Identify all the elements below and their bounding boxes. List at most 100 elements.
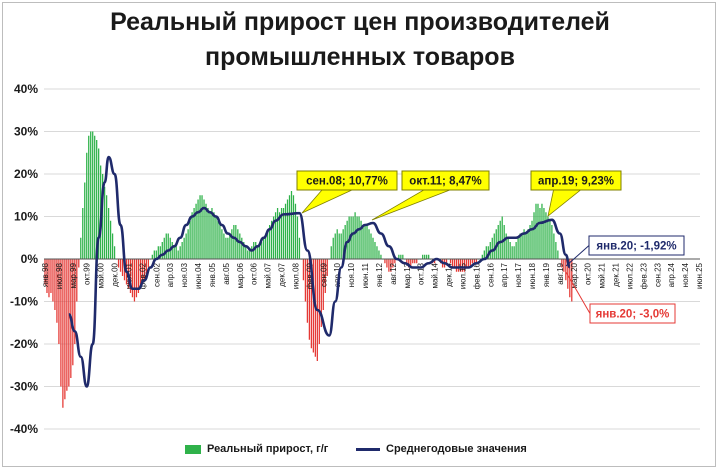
- bar: [82, 208, 84, 259]
- bar: [215, 216, 217, 259]
- bar: [515, 242, 517, 259]
- x-tick-label: июн.25: [695, 262, 704, 289]
- bar: [272, 216, 275, 259]
- bar: [340, 233, 342, 259]
- bar: [298, 237, 301, 259]
- bar: [84, 182, 86, 259]
- bar: [247, 250, 249, 259]
- bar: [330, 246, 332, 259]
- bar: [352, 216, 354, 259]
- x-tick-label: ноя.10: [347, 262, 356, 287]
- bar: [282, 208, 285, 259]
- bar: [342, 229, 344, 259]
- bar: [255, 242, 257, 259]
- bar: [223, 233, 225, 259]
- bar: [332, 237, 334, 259]
- bar: [109, 220, 112, 259]
- bar: [78, 259, 80, 268]
- bar: [119, 259, 122, 272]
- x-tick-label: июл.15: [458, 262, 467, 289]
- bar: [511, 246, 513, 259]
- bar: [46, 259, 48, 293]
- y-tick-label: -10%: [10, 295, 38, 309]
- bar: [177, 250, 179, 259]
- bar: [481, 254, 483, 259]
- bar: [48, 259, 50, 298]
- bar: [268, 225, 271, 259]
- bar: [386, 259, 388, 268]
- x-tick-label: апр.03: [166, 262, 175, 287]
- bar: [555, 242, 557, 259]
- bar: [509, 242, 511, 259]
- bar: [571, 259, 573, 302]
- bar: [426, 254, 428, 259]
- bar: [219, 225, 221, 259]
- bar: [384, 259, 386, 264]
- bar: [141, 259, 144, 285]
- bar: [197, 199, 199, 259]
- x-tick-label: дек.14: [445, 262, 454, 286]
- bar: [412, 259, 414, 264]
- x-tick-label: окт.13: [417, 262, 426, 284]
- bar: [68, 259, 70, 387]
- bar: [121, 259, 124, 276]
- bar: [549, 220, 551, 259]
- x-tick-label: фев.09: [305, 262, 314, 289]
- bar: [344, 225, 346, 259]
- x-tick-label: янв.05: [208, 262, 217, 287]
- bar: [181, 242, 183, 259]
- callout-sep08-text: сен.08; 10,77%: [306, 176, 388, 188]
- y-tick-label: -20%: [10, 337, 38, 351]
- bar: [302, 259, 305, 281]
- bar: [237, 229, 239, 259]
- x-tick-label: мар.13: [403, 262, 412, 288]
- bar: [239, 233, 241, 259]
- bar: [513, 246, 515, 259]
- callout-jan20-bar-pointer: [565, 271, 591, 314]
- callout-oct11-pointer: [371, 189, 450, 221]
- bar: [44, 259, 46, 285]
- callout-jan20-avg-text: янв.20; -1,92%: [596, 241, 676, 253]
- bar: [227, 237, 229, 259]
- bar: [251, 246, 253, 259]
- bar: [390, 259, 392, 272]
- bar: [519, 233, 521, 259]
- x-tick-label: мар.20: [570, 262, 579, 288]
- bar: [276, 208, 279, 259]
- bar: [553, 233, 555, 259]
- bar: [147, 259, 149, 268]
- bar: [354, 212, 356, 259]
- chart-frame: [2, 2, 716, 467]
- bar: [433, 259, 436, 264]
- bar: [113, 246, 116, 259]
- bar: [167, 233, 169, 259]
- bar: [245, 246, 247, 259]
- bar: [187, 229, 189, 259]
- bar: [111, 233, 114, 259]
- bar: [102, 174, 104, 259]
- bar: [159, 246, 161, 259]
- bar: [493, 233, 495, 259]
- bar: [336, 229, 338, 259]
- x-tick-label: июл.08: [291, 262, 300, 289]
- bar: [459, 259, 462, 272]
- x-tick-label: авг.05: [222, 262, 231, 284]
- bar: [205, 203, 207, 259]
- bar: [199, 195, 201, 259]
- bar: [135, 259, 138, 298]
- bar: [193, 208, 195, 259]
- x-tick-label: май.14: [431, 262, 440, 288]
- x-tick-label: авг.12: [389, 262, 398, 284]
- bar: [455, 259, 458, 272]
- bar: [422, 254, 424, 259]
- bar: [50, 259, 52, 293]
- bar: [400, 254, 402, 259]
- y-tick-label: 20%: [14, 167, 38, 181]
- bar: [525, 233, 527, 259]
- bar: [270, 220, 273, 259]
- bar: [296, 216, 299, 259]
- bar: [201, 195, 203, 259]
- bar: [370, 233, 372, 259]
- y-tick-label: 0%: [21, 252, 39, 266]
